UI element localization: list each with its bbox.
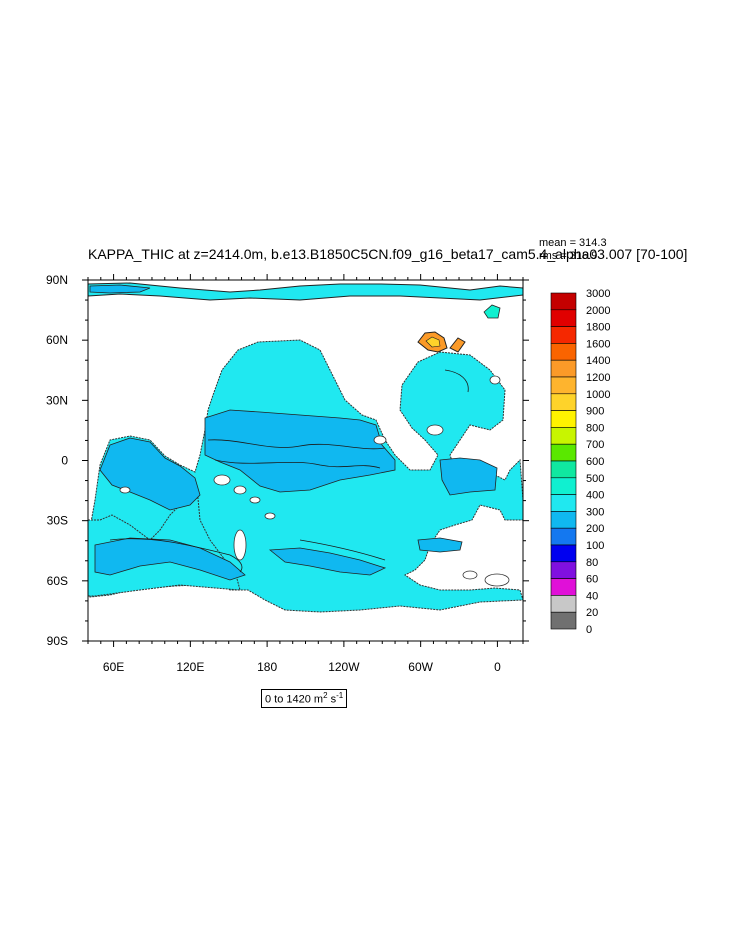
hotspot-greenland-inner (425, 336, 441, 348)
y-tick-label: 30N (46, 393, 68, 407)
units-mid: s (327, 693, 337, 706)
colorbar-swatch (550, 595, 577, 613)
colorbar-label: 20 (586, 607, 598, 619)
arctic-ocean (88, 282, 523, 301)
colorbar-label: 40 (586, 590, 598, 602)
colorbar-swatch (550, 494, 577, 512)
mean-stat: mean = 314.3 (539, 237, 607, 249)
axis-ticks (82, 274, 529, 647)
arctic-band (89, 284, 151, 294)
colorbar-label: 900 (586, 406, 604, 418)
colorbar-swatch (550, 460, 577, 479)
colorbar-label: 700 (586, 439, 604, 451)
colorbar-label: 3000 (586, 288, 610, 300)
colorbar-swatch (550, 393, 577, 411)
colorbar-swatch (550, 561, 577, 579)
ocean-band-2 (99, 437, 201, 511)
colorbar-swatch (550, 309, 577, 327)
x-tick-label: 180 (257, 660, 277, 674)
x-tick-labels: 60E 120E 180 120W 60W 0 (103, 660, 501, 674)
ocean-band-3 (439, 457, 498, 496)
y-tick-label: 60S (47, 574, 68, 588)
x-tick-label: 0 (494, 660, 501, 674)
colorbar-label: 1400 (586, 355, 610, 367)
units-sup-2: -1 (336, 691, 344, 700)
colorbar-swatch (550, 326, 577, 344)
chart-title: KAPPA_THIC at z=2414.0m, b.e13.B1850C5CN… (88, 246, 688, 262)
colorbar-label: 1800 (586, 322, 610, 334)
colorbar-label: 200 (586, 523, 604, 535)
colorbar-swatch (550, 477, 577, 495)
colorbar-swatch (550, 410, 577, 428)
ocean-band-5 (268, 547, 387, 576)
y-tick-label: 90N (46, 273, 68, 287)
colorbar-swatch (550, 611, 577, 630)
colorbar-swatch (550, 443, 577, 462)
x-tick-label: 120W (328, 660, 360, 674)
colorbar (550, 292, 577, 630)
colorbar-label: 1000 (586, 389, 610, 401)
units-sup-1: 2 (323, 691, 328, 700)
y-tick-label: 90S (47, 634, 68, 648)
colorbar-label: 600 (586, 456, 604, 468)
colorbar-swatch (550, 527, 577, 546)
colorbar-swatch (550, 511, 577, 529)
y-tick-labels: 90N 60N 30N 0 30S 60S 90S (46, 273, 68, 648)
colorbar-swatch (550, 427, 577, 445)
colorbar-label: 100 (586, 540, 604, 552)
colorbar-swatch (550, 343, 577, 361)
hotspot-arctic (483, 304, 501, 319)
map-field (88, 280, 523, 641)
hotspot-ne (449, 337, 466, 353)
colorbar-swatch (550, 359, 577, 378)
units-box: 0 to 1420 m2 s-1 (261, 689, 348, 708)
ocean-band (204, 409, 396, 493)
colorbar-label: 2000 (586, 305, 610, 317)
colorbar-labels: 3000200018001600140012001000900800700600… (586, 288, 610, 636)
y-tick-label: 0 (61, 454, 68, 468)
colorbar-swatch (550, 544, 577, 563)
x-tick-label: 120E (176, 660, 204, 674)
colorbar-label: 1600 (586, 338, 610, 350)
colorbar-label: 0 (586, 624, 592, 636)
colorbar-label: 400 (586, 490, 604, 502)
x-tick-label: 60W (408, 660, 433, 674)
colorbar-swatch (550, 292, 577, 311)
colorbar-label: 800 (586, 422, 604, 434)
x-tick-label: 60E (103, 660, 124, 674)
colorbar-label: 80 (586, 557, 598, 569)
colorbar-label: 300 (586, 506, 604, 518)
islands (119, 375, 510, 587)
contour-lines (109, 369, 469, 573)
colorbar-swatch (550, 578, 577, 596)
rms-stat: rms = 316.9 (539, 250, 598, 262)
units-prefix: 0 to 1420 m (265, 693, 324, 706)
y-tick-label: 30S (47, 514, 68, 528)
colorbar-label: 60 (586, 574, 598, 586)
ocean-band-4 (94, 537, 246, 581)
colorbar-label: 1200 (586, 372, 610, 384)
colorbar-swatch (550, 376, 577, 395)
ocean-band-6 (417, 537, 463, 553)
colorbar-label: 500 (586, 473, 604, 485)
y-tick-label: 60N (46, 333, 68, 347)
